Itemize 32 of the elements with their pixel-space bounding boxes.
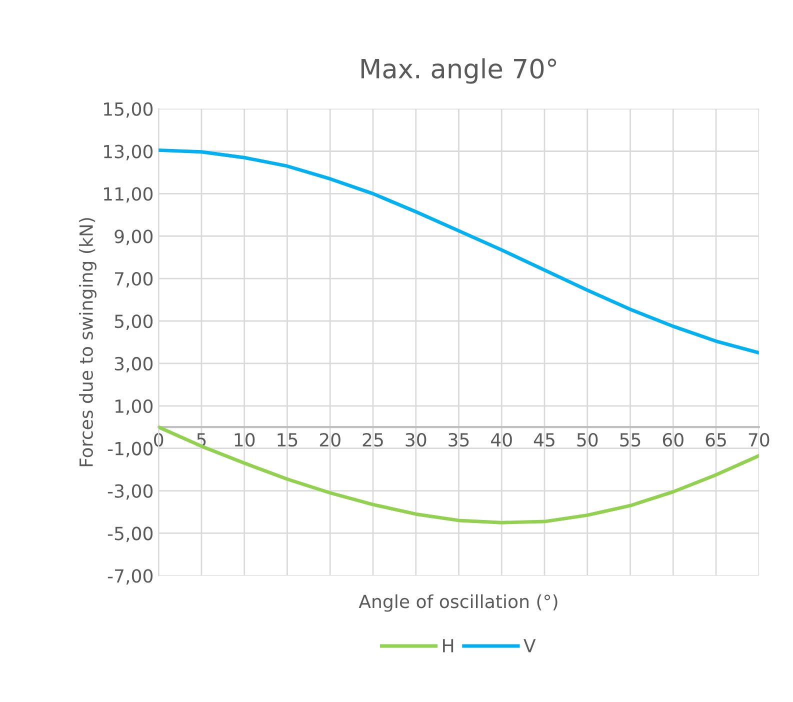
x-tick-label: 50 — [577, 432, 598, 447]
x-tick-label: 0 — [154, 432, 164, 447]
y-tick-label: -1,00 — [108, 442, 153, 458]
x-tick-label: 20 — [320, 432, 340, 447]
chart-title: Max. angle 70° — [361, 58, 556, 84]
y-tick-label: -7,00 — [108, 569, 153, 585]
y-tick-label: 15,00 — [104, 102, 153, 118]
x-tick-label: 65 — [706, 432, 726, 447]
y-axis-title: Forces due to swinging (kN) — [79, 218, 96, 466]
y-tick-label: 9,00 — [114, 230, 153, 246]
y-tick-label: 5,00 — [114, 314, 153, 330]
y-tick-label: 13,00 — [104, 144, 153, 160]
y-tick-label: -3,00 — [108, 484, 153, 500]
x-tick-label: 10 — [234, 432, 255, 447]
x-tick-label: 60 — [662, 432, 684, 447]
legend-label: V — [524, 639, 536, 652]
x-tick-label: 35 — [448, 432, 469, 447]
line-series — [158, 148, 759, 355]
x-tick-label: 30 — [406, 432, 426, 447]
x-tick-label: 45 — [534, 433, 554, 447]
y-tick-label: 1,00 — [116, 399, 153, 415]
y-tick-label: 3,00 — [114, 356, 153, 372]
x-axis-title: Angle of oscillation (°) — [358, 594, 558, 612]
x-tick-label: 70 — [748, 432, 770, 447]
x-tick-label: 40 — [491, 432, 512, 447]
y-tick-label: 7,00 — [115, 272, 153, 288]
x-tick-label: 15 — [278, 433, 298, 447]
y-tick-label: -5,00 — [108, 526, 153, 542]
x-tick-label: 25 — [362, 432, 383, 447]
legend-label: H — [443, 639, 454, 652]
y-tick-label: 11,00 — [104, 187, 153, 203]
x-tick-label: 55 — [620, 433, 640, 447]
